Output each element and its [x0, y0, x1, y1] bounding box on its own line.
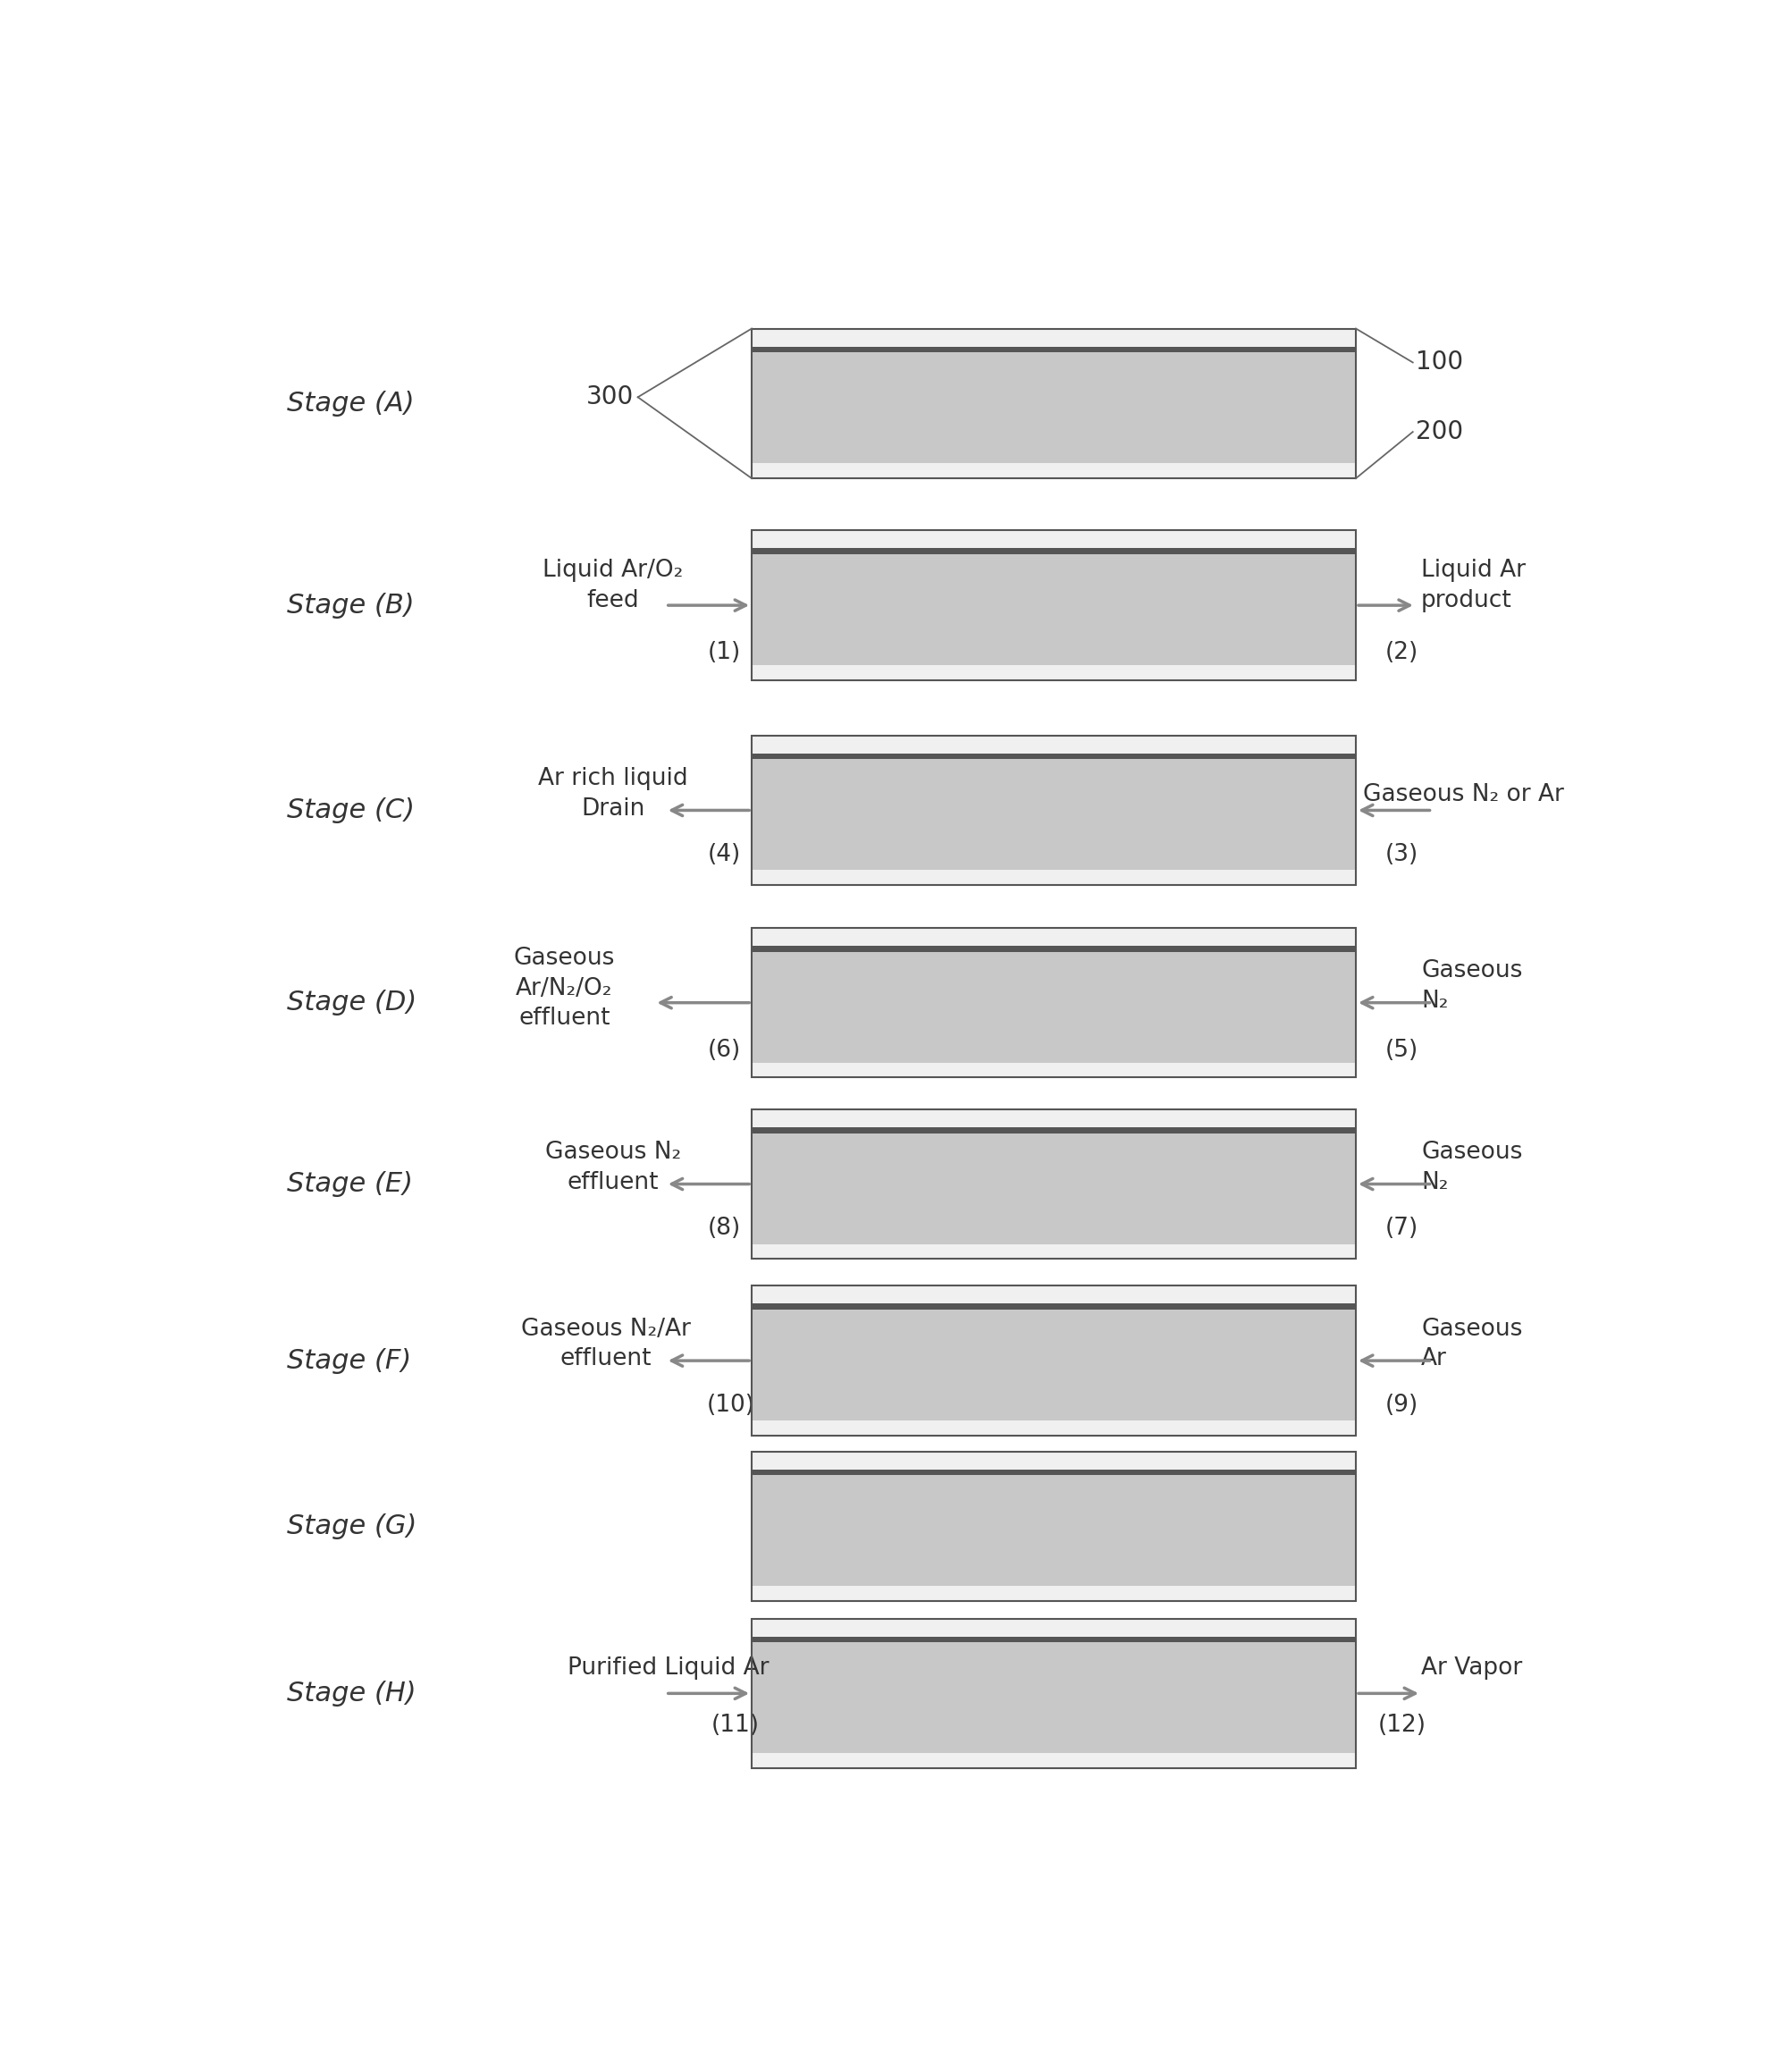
Text: (1): (1) — [708, 641, 740, 664]
Text: (7): (7) — [1385, 1217, 1417, 1239]
Text: Ar Vapor: Ar Vapor — [1421, 1657, 1523, 1679]
Text: Stage (D): Stage (D) — [287, 989, 416, 1016]
Text: Stage (F): Stage (F) — [287, 1348, 410, 1374]
Text: Gaseous: Gaseous — [1421, 1141, 1523, 1163]
Bar — [751, 1133, 1357, 1243]
Text: (6): (6) — [708, 1038, 740, 1061]
Bar — [751, 463, 1357, 479]
Text: (12): (12) — [1378, 1714, 1426, 1737]
Text: Stage (A): Stage (A) — [287, 391, 414, 416]
Bar — [751, 1452, 1357, 1468]
Bar — [751, 530, 1357, 549]
Text: Gaseous N₂/Ar: Gaseous N₂/Ar — [521, 1317, 690, 1341]
Bar — [751, 1618, 1357, 1636]
Bar — [751, 1468, 1357, 1475]
Text: 100: 100 — [1416, 350, 1462, 375]
Text: N₂: N₂ — [1421, 1171, 1448, 1194]
Bar — [751, 952, 1357, 1063]
Bar — [751, 1110, 1357, 1126]
Text: Ar/N₂/O₂: Ar/N₂/O₂ — [516, 977, 613, 999]
Bar — [751, 1286, 1357, 1305]
Bar — [751, 1585, 1357, 1602]
Text: (2): (2) — [1385, 641, 1417, 664]
Bar — [751, 1305, 1357, 1311]
Text: N₂: N₂ — [1421, 989, 1448, 1014]
Text: effluent: effluent — [566, 1171, 659, 1194]
Text: Stage (H): Stage (H) — [287, 1681, 416, 1706]
Bar — [751, 549, 1357, 555]
Text: (4): (4) — [708, 844, 740, 866]
Text: Purified Liquid Ar: Purified Liquid Ar — [568, 1657, 769, 1679]
Text: (8): (8) — [708, 1217, 740, 1239]
Bar — [751, 352, 1357, 463]
Text: Drain: Drain — [581, 797, 645, 821]
Text: Ar: Ar — [1421, 1348, 1446, 1370]
Bar — [751, 530, 1357, 680]
Bar — [751, 328, 1357, 479]
Bar — [751, 735, 1357, 885]
Bar — [751, 1126, 1357, 1133]
Bar — [751, 1475, 1357, 1585]
Text: (5): (5) — [1385, 1038, 1417, 1061]
Text: Ar rich liquid: Ar rich liquid — [538, 768, 688, 791]
Bar — [751, 328, 1357, 346]
Bar — [751, 1110, 1357, 1260]
Bar — [751, 760, 1357, 870]
Text: effluent: effluent — [518, 1008, 609, 1030]
Bar — [751, 1642, 1357, 1753]
Bar — [751, 870, 1357, 885]
Bar — [751, 1421, 1357, 1436]
Text: (3): (3) — [1385, 844, 1417, 866]
Text: Gaseous: Gaseous — [1421, 1317, 1523, 1341]
Text: feed: feed — [586, 590, 640, 612]
Bar — [751, 1452, 1357, 1602]
Bar — [751, 346, 1357, 352]
Bar — [751, 1753, 1357, 1767]
Text: Stage (G): Stage (G) — [287, 1513, 416, 1540]
Bar — [751, 928, 1357, 1077]
Text: product: product — [1421, 590, 1512, 612]
Text: (11): (11) — [711, 1714, 760, 1737]
Text: Liquid Ar/O₂: Liquid Ar/O₂ — [543, 559, 683, 582]
Text: Liquid Ar: Liquid Ar — [1421, 559, 1525, 582]
Bar — [751, 1286, 1357, 1436]
Bar — [751, 735, 1357, 754]
Text: (9): (9) — [1385, 1393, 1417, 1417]
Bar — [751, 1063, 1357, 1077]
Bar — [751, 946, 1357, 952]
Text: Gaseous: Gaseous — [1421, 961, 1523, 983]
Text: effluent: effluent — [561, 1348, 652, 1370]
Bar — [751, 928, 1357, 946]
Text: Gaseous N₂ or Ar: Gaseous N₂ or Ar — [1362, 782, 1564, 807]
Text: Stage (E): Stage (E) — [287, 1171, 412, 1196]
Text: 300: 300 — [586, 385, 634, 410]
Text: Gaseous: Gaseous — [514, 946, 615, 971]
Bar — [751, 1311, 1357, 1421]
Text: Gaseous N₂: Gaseous N₂ — [545, 1141, 681, 1163]
Bar — [751, 666, 1357, 680]
Text: Stage (B): Stage (B) — [287, 592, 414, 618]
Text: (10): (10) — [706, 1393, 754, 1417]
Bar — [751, 1243, 1357, 1260]
Text: 200: 200 — [1416, 420, 1462, 444]
Text: Stage (C): Stage (C) — [287, 797, 414, 823]
Bar — [751, 555, 1357, 666]
Bar — [751, 1636, 1357, 1642]
Bar — [751, 1618, 1357, 1767]
Bar — [751, 754, 1357, 760]
